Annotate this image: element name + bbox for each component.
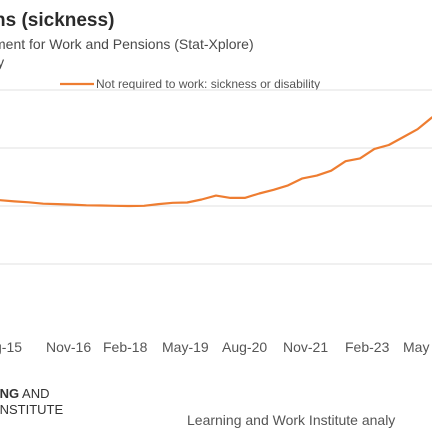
series-layer (0, 116, 432, 208)
gridlines (0, 89, 432, 265)
x-tick-label: g-15 (0, 339, 22, 355)
x-tick-label: Aug-20 (222, 339, 267, 355)
logo-text-line2: INSTITUTE (0, 402, 64, 417)
institute-logo: ING AND INSTITUTE (0, 386, 63, 418)
x-axis-ticks: g-15 Nov-16 Feb-18 May-19 Aug-20 Nov-21 Feb-23… (0, 339, 429, 355)
x-tick-label: Nov-21 (283, 339, 328, 355)
logo-text-bold: ING (0, 386, 20, 401)
logo-text-suffix: AND (19, 386, 50, 401)
x-tick-label: May-19 (162, 339, 209, 355)
x-tick-label: Nov-16 (46, 339, 91, 355)
x-tick-label: May (403, 339, 429, 355)
series-line (0, 116, 432, 208)
chart-title: ns (sickness) (0, 10, 115, 31)
legend: Not required to work: sickness or disabi… (60, 77, 320, 91)
frequency-note: ly (0, 54, 5, 70)
chart-subtitle: ment for Work and Pensions (Stat-Xplore) (0, 36, 254, 52)
source-note: Learning and Work Institute analy (187, 412, 396, 428)
x-tick-label: Feb-18 (103, 339, 148, 355)
x-tick-label: Feb-23 (345, 339, 390, 355)
legend-label: Not required to work: sickness or disabi… (96, 77, 320, 91)
